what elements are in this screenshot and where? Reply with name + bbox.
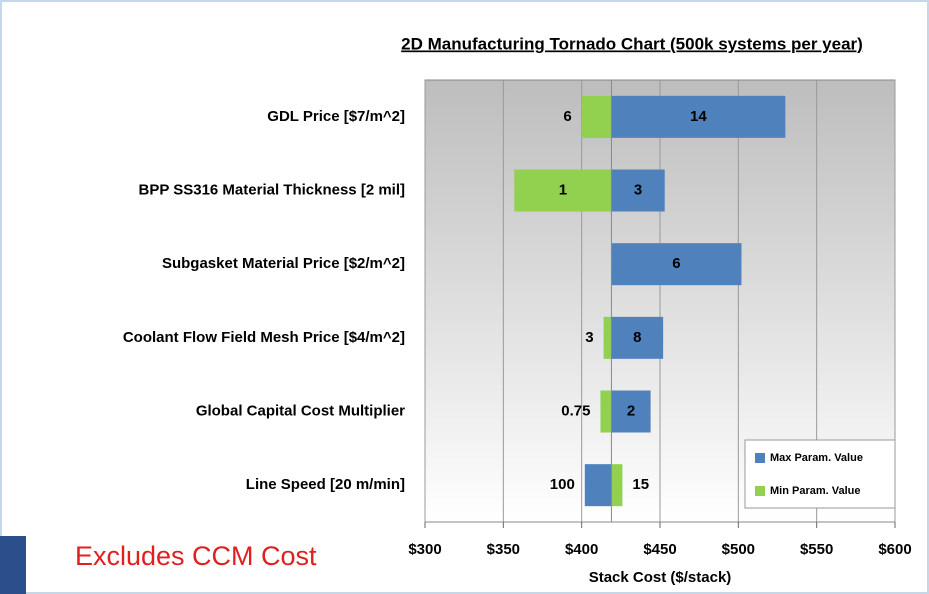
bar (611, 95, 786, 138)
bar (611, 316, 664, 359)
data-label: 3 (585, 329, 593, 346)
data-label: 3 (634, 181, 642, 198)
data-label: 100 (550, 476, 575, 493)
bar (611, 464, 623, 507)
bar (581, 95, 612, 138)
y-tick-label: Subgasket Material Price [$2/m^2] (162, 255, 405, 272)
legend-box (744, 439, 896, 509)
legend-label: Max Param. Value (770, 452, 863, 464)
x-tick-label: $550 (800, 541, 833, 558)
bar (600, 390, 612, 433)
legend-swatch (755, 453, 765, 463)
data-label: 14 (690, 108, 707, 125)
bar (611, 243, 742, 286)
bar (611, 390, 651, 433)
chart-title: 2D Manufacturing Tornado Chart (500k sys… (401, 34, 863, 53)
data-label: 6 (672, 255, 680, 272)
y-tick-label: Line Speed [20 m/min] (246, 476, 405, 493)
annotation: Excludes CCM Cost (75, 541, 317, 571)
bar (603, 316, 612, 359)
y-tick-label: Coolant Flow Field Mesh Price [$4/m^2] (123, 329, 405, 346)
data-label: 15 (632, 476, 649, 493)
x-axis-title: Stack Cost ($/stack) (589, 569, 732, 586)
y-tick-label: Global Capital Cost Multiplier (196, 402, 405, 419)
y-tick-label: GDL Price [$7/m^2] (267, 108, 405, 125)
logo-strip (0, 536, 26, 594)
x-tick-label: $350 (487, 541, 520, 558)
x-tick-label: $600 (878, 541, 911, 558)
bar (584, 464, 612, 507)
x-tick-label: $400 (565, 541, 598, 558)
x-tick-label: $500 (722, 541, 755, 558)
data-label: 6 (563, 108, 571, 125)
bar (514, 169, 612, 212)
data-label: 2 (627, 402, 635, 419)
data-label: 0.75 (561, 402, 590, 419)
legend-swatch (755, 486, 765, 496)
legend-label: Min Param. Value (770, 485, 860, 497)
data-label: 8 (633, 329, 641, 346)
y-tick-label: BPP SS316 Material Thickness [2 mil] (138, 181, 405, 198)
x-tick-label: $450 (643, 541, 676, 558)
x-tick-label: $300 (408, 541, 441, 558)
bar (611, 169, 665, 212)
data-label: 1 (559, 181, 567, 198)
